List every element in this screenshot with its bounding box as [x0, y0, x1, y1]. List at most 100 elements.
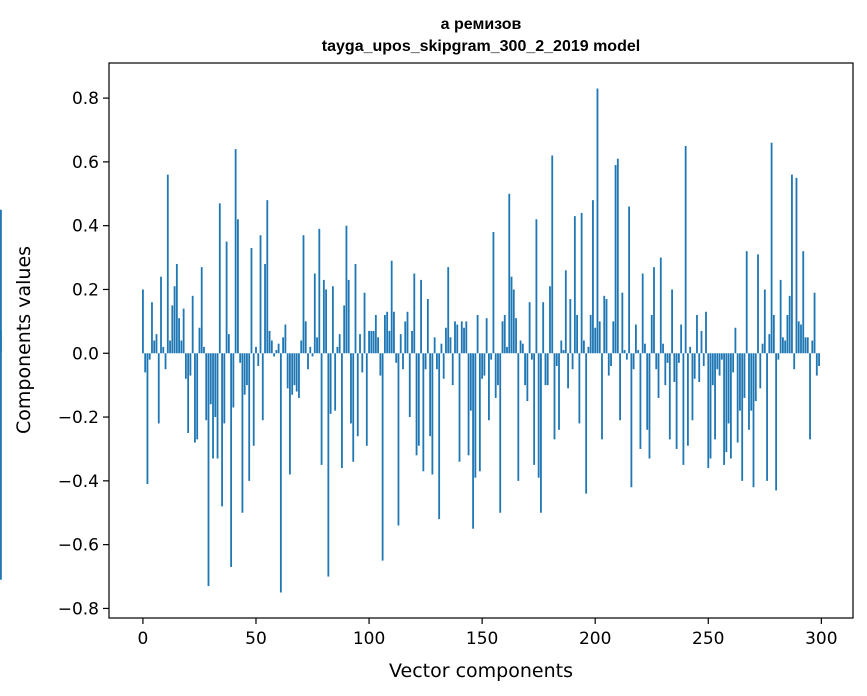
bar-183	[555, 353, 558, 367]
bar-258	[725, 353, 728, 453]
bar-256	[720, 353, 723, 360]
bar-276	[766, 353, 768, 481]
bar-115	[402, 353, 404, 370]
bar-116	[404, 321, 407, 354]
bar-130	[436, 353, 438, 370]
bar-123	[420, 279, 422, 354]
bar-205	[605, 299, 608, 354]
bar-141	[460, 321, 463, 354]
bar-182	[553, 353, 556, 440]
bar-168	[521, 343, 524, 354]
bar-15	[175, 263, 178, 354]
bar-295	[809, 353, 811, 440]
bar-85	[334, 353, 337, 411]
bar-266	[743, 353, 746, 398]
bar-148	[476, 314, 479, 354]
bar-35	[221, 353, 223, 507]
bar-274	[761, 343, 764, 354]
bar-87	[338, 334, 341, 354]
bar-125	[424, 353, 427, 370]
bar-267	[745, 251, 748, 354]
bar-77	[316, 337, 318, 354]
bar-228	[657, 353, 660, 398]
bar-13	[171, 305, 174, 354]
bar-122	[417, 353, 420, 446]
bar-202	[598, 321, 601, 354]
bar-293	[804, 337, 807, 354]
bar-57	[270, 340, 273, 354]
bar-179	[546, 353, 549, 386]
bar-153	[488, 353, 490, 421]
bar-240	[684, 145, 687, 354]
bar-209	[614, 165, 617, 354]
bar-51	[257, 353, 260, 367]
bar-255	[718, 353, 721, 376]
bar-96	[359, 334, 361, 354]
bar-270	[752, 353, 755, 488]
bar-72	[304, 321, 307, 354]
bar-12	[169, 340, 171, 354]
bar-195	[582, 340, 585, 354]
bar-254	[716, 353, 719, 370]
bar-62	[282, 337, 285, 354]
bar-9	[162, 346, 165, 354]
bar-297	[813, 292, 816, 354]
bar-223	[646, 353, 649, 430]
bar-58	[273, 353, 275, 357]
bar-184	[558, 353, 560, 430]
bar-69	[298, 353, 300, 398]
bar-166	[517, 353, 520, 481]
bar-249	[705, 311, 707, 354]
bar-56	[268, 330, 271, 354]
bar-26	[200, 267, 203, 354]
bar-238	[680, 324, 683, 354]
bar-29	[207, 353, 210, 587]
bar-273	[759, 353, 762, 389]
bar-230	[662, 343, 664, 354]
bar-64	[286, 353, 289, 389]
bar-5	[153, 340, 156, 354]
bar-245	[696, 314, 698, 354]
bar-175	[537, 353, 540, 478]
bar-112	[395, 353, 398, 363]
bar-173	[533, 353, 536, 465]
bar-232	[666, 353, 669, 363]
bar-2	[146, 353, 149, 485]
bar-undefined	[0, 209, 2, 354]
bar-236	[675, 353, 678, 449]
bar-61	[279, 353, 282, 593]
bar-284	[784, 340, 787, 354]
bar-144	[467, 353, 470, 456]
bar-226	[653, 267, 655, 354]
bar-296	[811, 340, 814, 354]
bar-107	[383, 314, 386, 354]
bar-208	[612, 321, 615, 354]
bar-21	[189, 353, 192, 376]
bar-111	[393, 311, 395, 354]
bar-124	[422, 353, 425, 472]
bar-218	[635, 324, 637, 354]
bar-93	[352, 353, 355, 462]
bar-290	[797, 321, 800, 354]
bar-50	[255, 346, 257, 354]
bar-81	[325, 289, 327, 354]
bar-55	[266, 200, 269, 354]
y-tick-label: −0.6	[58, 536, 99, 556]
bar-53	[261, 353, 264, 421]
bar-129	[433, 337, 436, 354]
bar-196	[585, 353, 588, 494]
bar-150	[481, 353, 484, 379]
bar-243	[691, 353, 694, 421]
x-tick-label: 100	[353, 629, 385, 649]
y-axis-label: Components values	[13, 246, 35, 434]
bar-177	[542, 302, 545, 354]
y-tick-label: 0.8	[72, 89, 99, 109]
bar-131	[438, 353, 441, 520]
bar-252	[711, 353, 714, 386]
bar-46	[246, 353, 248, 386]
bar-20	[187, 353, 190, 433]
bar-43	[239, 353, 242, 363]
bar-6	[155, 334, 158, 354]
bar-160	[503, 314, 506, 354]
